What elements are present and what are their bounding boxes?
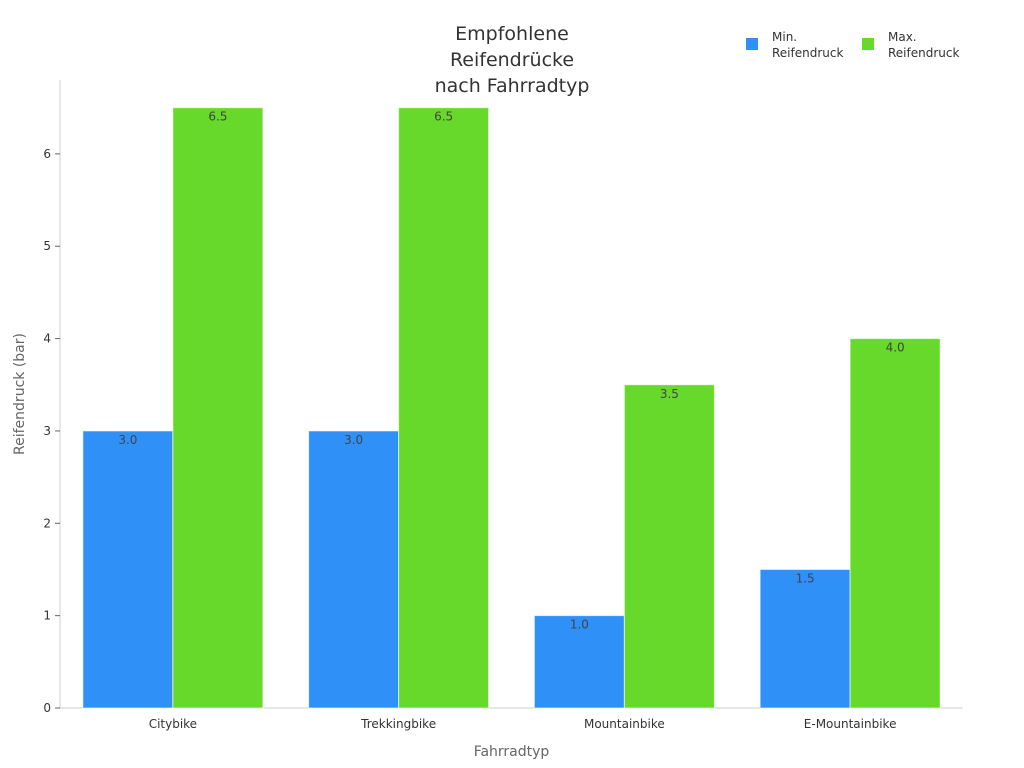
- y-tick-label: 1: [43, 609, 51, 623]
- bar: [623, 384, 715, 709]
- legend-swatch: [862, 38, 874, 50]
- bar: [308, 430, 400, 709]
- bars: [82, 107, 941, 709]
- bar: [172, 107, 264, 709]
- bar-value-label: 4.0: [886, 341, 905, 355]
- legend-label: Max.: [888, 30, 917, 44]
- y-axis-title: Reifendruck (bar): [12, 333, 28, 455]
- x-axis-title: Fahrradtyp: [474, 744, 550, 760]
- bar-value-label: 3.5: [660, 387, 679, 401]
- y-tick-label: 6: [43, 147, 51, 161]
- chart-title-line: nach Fahrradtyp: [435, 75, 590, 97]
- legend-label: Reifendruck: [772, 46, 843, 60]
- axes: 0 1 2 3 4 5 6 Citybike Trekkingbike Mountainbike E…: [12, 80, 963, 760]
- chart-title-line: Reifendrücke: [450, 49, 574, 71]
- bar: [849, 338, 941, 709]
- y-tick-label: 0: [43, 701, 51, 715]
- x-tick-label: Mountainbike: [584, 717, 665, 731]
- bar-value-label: 6.5: [434, 110, 453, 124]
- x-tick-label: E-Mountainbike: [804, 717, 897, 731]
- bar: [82, 430, 174, 709]
- y-tick-label: 2: [43, 516, 51, 530]
- legend: Min. Reifendruck Max. Reifendruck: [746, 30, 959, 60]
- y-tick-label: 3: [43, 424, 51, 438]
- chart-title: Empfohlene Reifendrücke nach Fahrradtyp: [435, 23, 590, 97]
- bar-value-label: 3.0: [118, 433, 137, 447]
- legend-label: Min.: [772, 30, 797, 44]
- bar-value-label: 1.0: [570, 618, 589, 632]
- bar-value-label: 1.5: [796, 571, 815, 585]
- bar-labels: 3.0 6.5 3.0 6.5 1.0 3.5 1.5 4.0: [118, 110, 904, 632]
- legend-swatch: [746, 38, 758, 50]
- y-tick-label: 5: [43, 239, 51, 253]
- chart-title-line: Empfohlene: [455, 23, 569, 45]
- x-tick-label: Trekkingbike: [360, 717, 436, 731]
- bar-value-label: 6.5: [208, 110, 227, 124]
- y-tick-label: 4: [43, 332, 51, 346]
- bar-value-label: 3.0: [344, 433, 363, 447]
- legend-label: Reifendruck: [888, 46, 959, 60]
- bar: [533, 615, 625, 709]
- x-tick-label: Citybike: [149, 717, 197, 731]
- bar: [759, 568, 851, 709]
- bar: [398, 107, 490, 709]
